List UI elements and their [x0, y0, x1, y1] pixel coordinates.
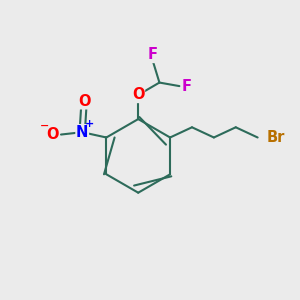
Text: O: O: [78, 94, 91, 109]
Text: −: −: [40, 121, 49, 131]
Text: F: F: [182, 79, 191, 94]
Text: F: F: [148, 47, 158, 62]
Text: O: O: [46, 127, 59, 142]
Text: Br: Br: [267, 130, 285, 145]
Text: O: O: [132, 87, 145, 102]
Text: +: +: [85, 119, 94, 129]
Text: N: N: [76, 125, 88, 140]
